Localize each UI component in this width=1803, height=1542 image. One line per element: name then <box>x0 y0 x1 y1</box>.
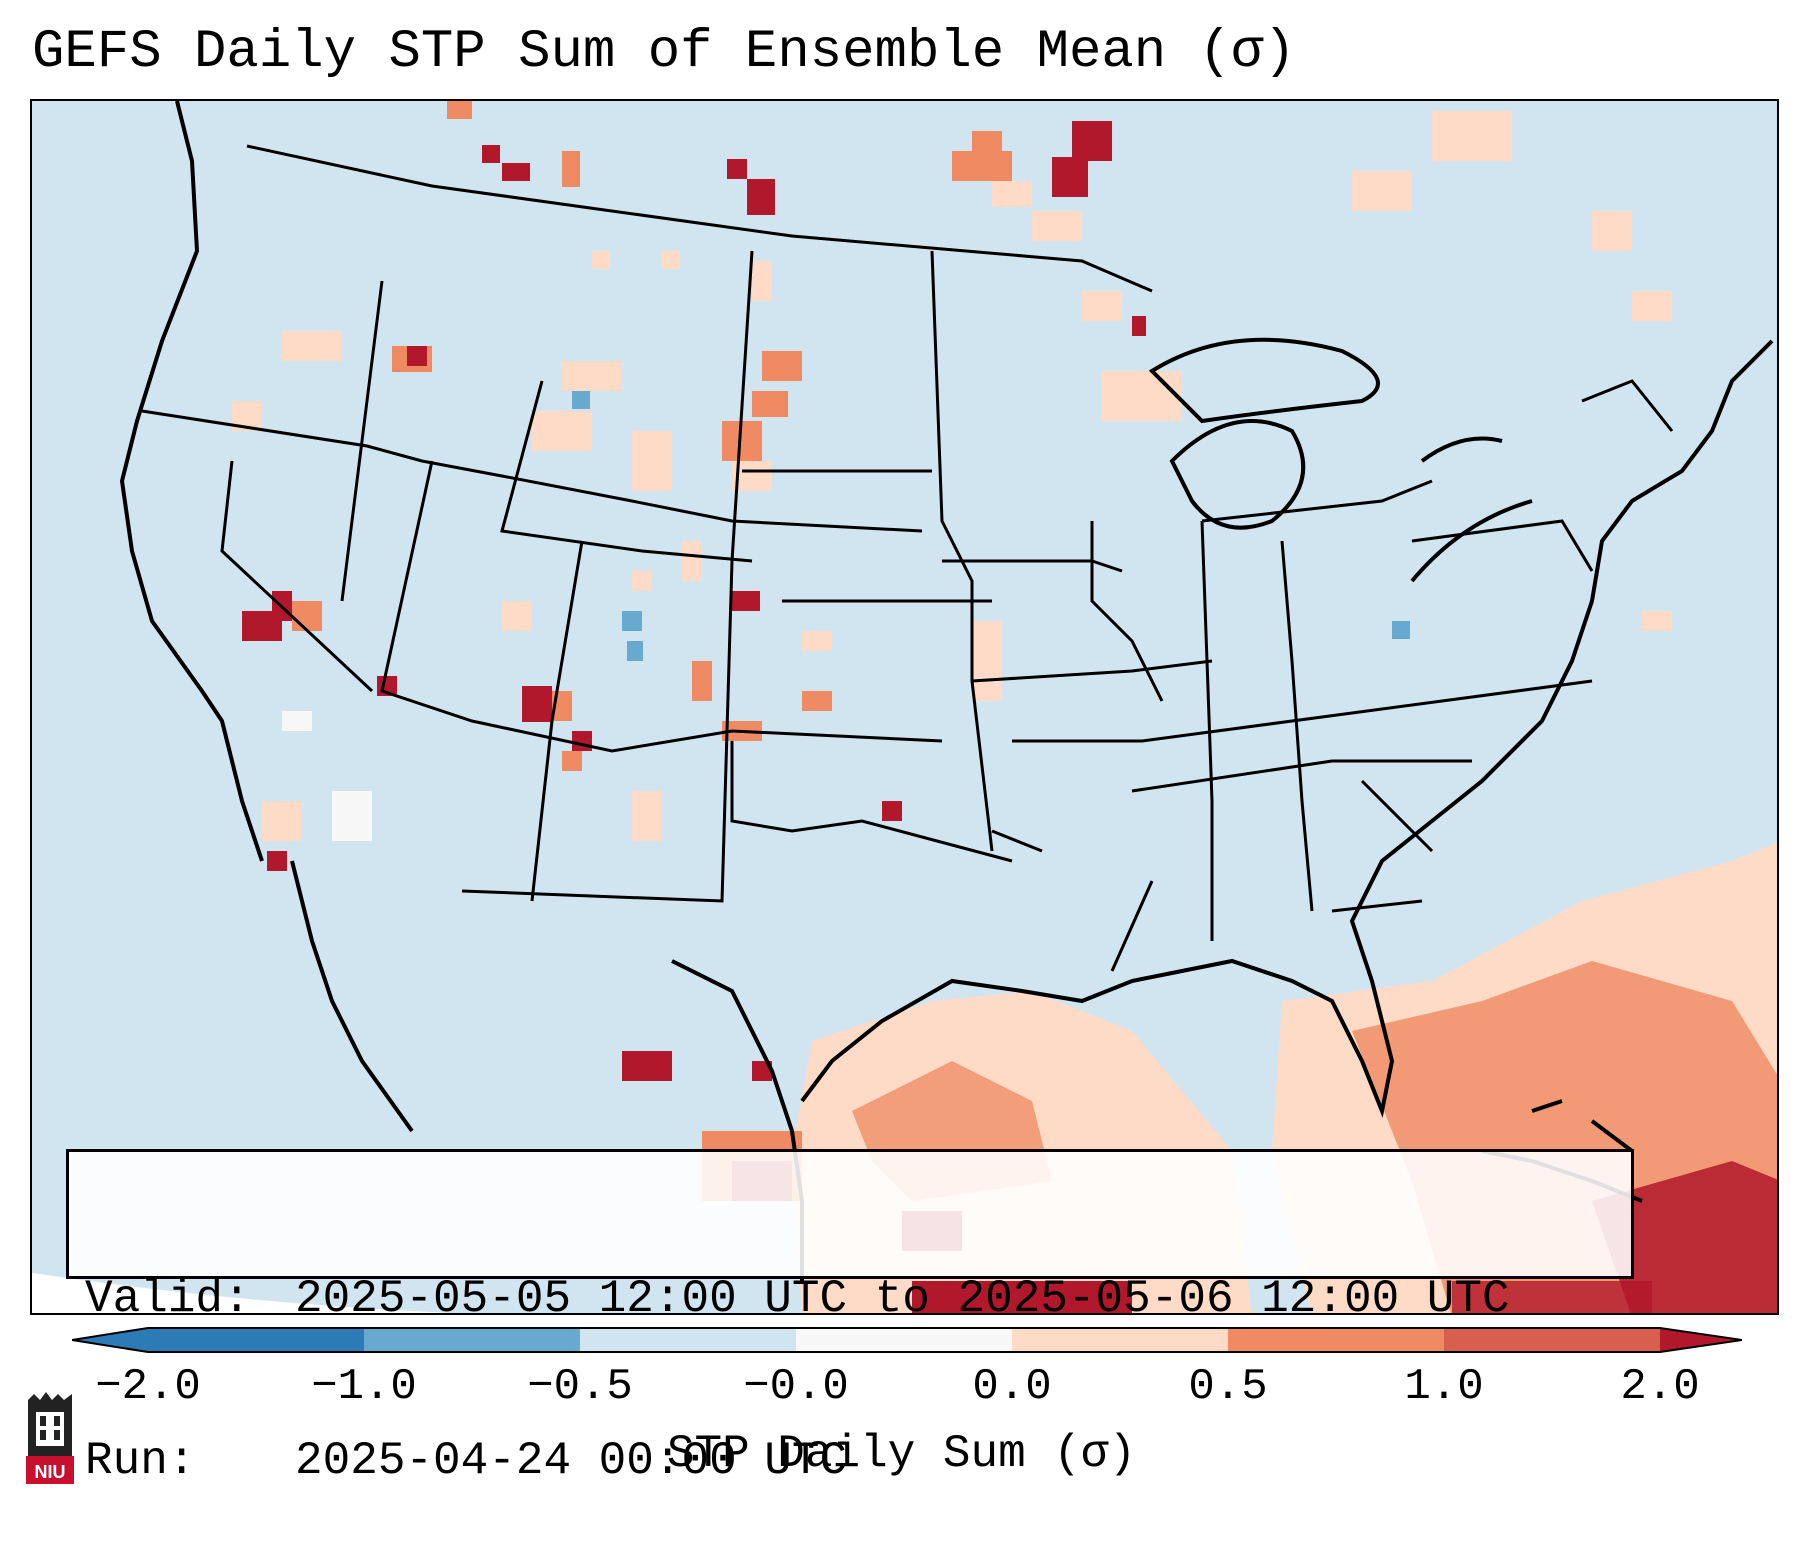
colorbar-tick-label: 2.0 <box>1620 1362 1700 1412</box>
colorbar-tick-label: −0.5 <box>527 1362 633 1412</box>
map-panel <box>30 99 1779 1315</box>
colorbar-tick-label: 0.0 <box>972 1362 1052 1412</box>
colorbar-segment-2 <box>364 1328 580 1352</box>
colorbar-label: STP Daily Sum (σ) <box>666 1428 1137 1480</box>
chart-title: GEFS Daily STP Sum of Ensemble Mean (σ) <box>32 22 1296 83</box>
state-boundaries <box>141 144 1674 972</box>
colorbar-extend-high <box>1660 1328 1742 1352</box>
colorbar-tick-label: −1.0 <box>311 1362 417 1412</box>
map-svg <box>32 101 1777 1313</box>
run-label: Run: <box>85 1435 196 1487</box>
coastlines <box>119 101 1774 1281</box>
run-value: 2025-04-24 00:00 UTC <box>295 1435 848 1487</box>
colorbar-segment-6 <box>1228 1328 1444 1352</box>
colorbar <box>72 1327 1742 1353</box>
colorbar-segment-7 <box>1444 1328 1660 1352</box>
colorbar-segment-3 <box>580 1328 796 1352</box>
stp-cells-central <box>242 541 1672 871</box>
colorbar-extend-low <box>72 1328 148 1352</box>
logo-text: NIU <box>35 1462 66 1482</box>
valid-run-info-box: Valid: 2025-05-05 12:00 UTC to 2025-05-0… <box>66 1149 1634 1487</box>
colorbar-segment-1 <box>148 1328 364 1352</box>
colorbar-segment-4 <box>796 1328 1012 1352</box>
colorbar-tick-label: −2.0 <box>95 1362 201 1412</box>
stp-cells-north <box>232 101 1672 491</box>
colorbar-tick-label: −0.0 <box>743 1362 849 1412</box>
valid-label: Valid: <box>85 1273 251 1325</box>
colorbar-segment-5 <box>1012 1328 1228 1352</box>
colorbar-tick-label: 0.5 <box>1188 1362 1268 1412</box>
valid-row: Valid: 2025-05-05 12:00 UTC to 2025-05-0… <box>85 1272 1615 1326</box>
valid-value: 2025-05-05 12:00 UTC to 2025-05-06 12:00… <box>295 1273 1510 1325</box>
domain-edge <box>32 1273 452 1313</box>
colorbar-outline <box>72 1327 1742 1353</box>
colorbar-tick-label: 1.0 <box>1404 1362 1484 1412</box>
niu-logo-icon: NIU <box>26 1392 74 1484</box>
run-row: Run: 2025-04-24 00:00 UTC <box>85 1434 1615 1488</box>
